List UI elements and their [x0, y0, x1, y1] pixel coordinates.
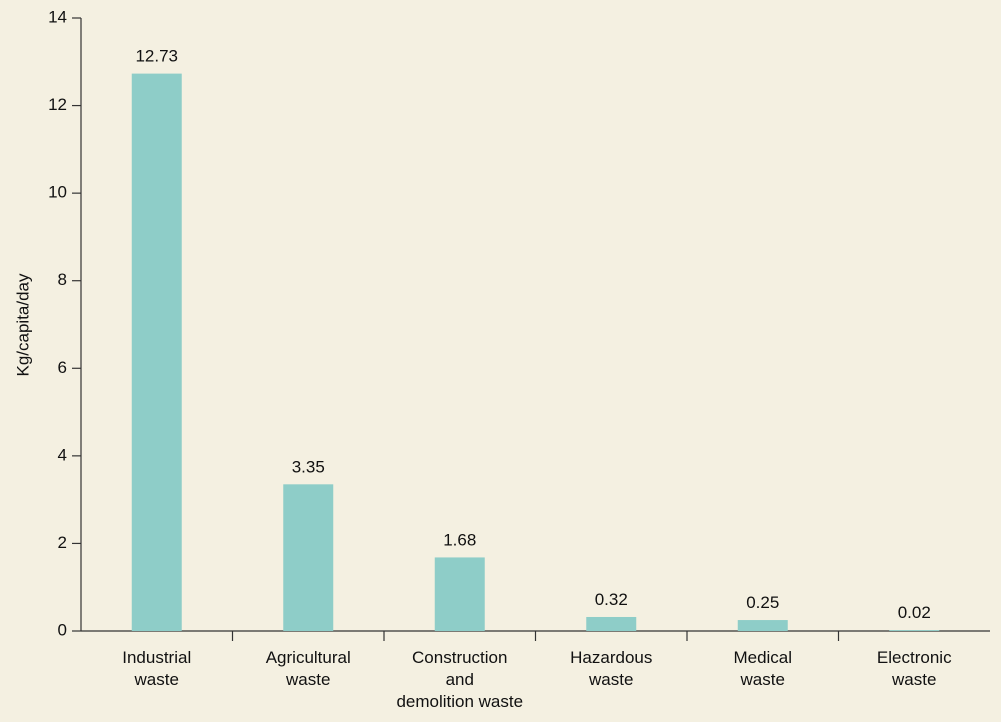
- y-tick-label: 8: [58, 270, 67, 289]
- x-tick-label: Hazardous waste: [570, 648, 652, 689]
- x-tick-label: Medical waste: [733, 648, 792, 689]
- y-tick-label: 6: [58, 358, 67, 377]
- x-tick-label-line: Electronic: [877, 648, 952, 667]
- x-tick-label-line: waste: [740, 670, 785, 689]
- x-tick-label-line: waste: [285, 670, 330, 689]
- bar: [889, 630, 940, 631]
- x-tick-label-line: waste: [588, 670, 633, 689]
- y-tick-label: 0: [58, 620, 67, 639]
- bar: [737, 620, 788, 631]
- x-tick-label-line: Industrial: [122, 648, 191, 667]
- bar: [283, 484, 334, 631]
- bar: [434, 557, 485, 631]
- y-tick-label: 12: [48, 95, 67, 114]
- bar: [586, 616, 637, 631]
- value-label: 12.73: [135, 47, 178, 66]
- value-label: 0.25: [746, 593, 779, 612]
- y-tick-label: 2: [58, 533, 67, 552]
- x-tick-label-line: Medical: [733, 648, 792, 667]
- x-tick-label-line: Agricultural: [266, 648, 351, 667]
- x-tick-label-line: waste: [134, 670, 179, 689]
- value-label: 0.32: [595, 590, 628, 609]
- x-tick-label-line: demolition waste: [396, 692, 523, 711]
- x-tick-label: Agricultural waste: [266, 648, 351, 689]
- x-tick-label: Industrial waste: [122, 648, 191, 689]
- x-tick-label: Construction and demolition waste: [396, 648, 523, 711]
- bar: [131, 73, 182, 632]
- x-tick-label-line: and: [446, 670, 474, 689]
- value-label: 3.35: [292, 457, 325, 476]
- y-tick-label: 4: [58, 445, 67, 464]
- x-tick-label-line: Construction: [412, 648, 507, 667]
- y-tick-label: 10: [48, 183, 67, 202]
- x-tick-label-line: Hazardous: [570, 648, 652, 667]
- x-tick-label: Electronic waste: [877, 648, 952, 689]
- x-tick-label-line: waste: [891, 670, 936, 689]
- y-axis-label: Kg/capita/day: [13, 273, 32, 377]
- value-label: 1.68: [443, 530, 476, 549]
- value-label: 0.02: [898, 603, 931, 622]
- y-tick-label: 14: [48, 7, 67, 26]
